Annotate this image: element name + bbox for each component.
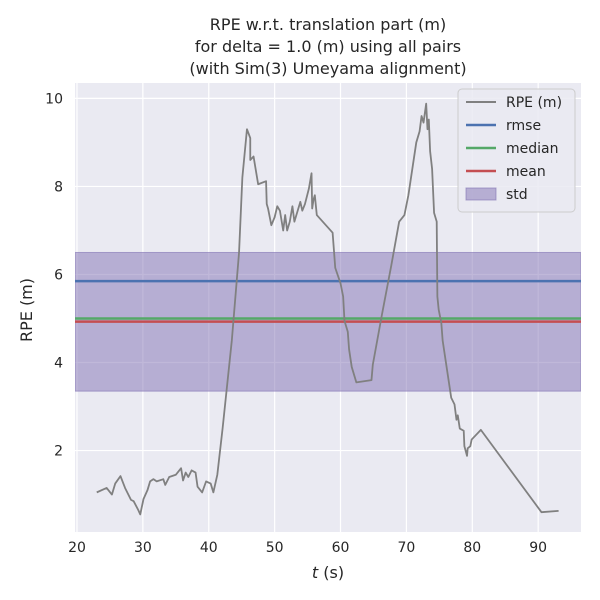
x-tick-label: 70	[397, 540, 415, 556]
legend-label-rmse: rmse	[506, 118, 541, 134]
x-tick-label: 40	[200, 540, 218, 556]
y-tick-label: 2	[54, 444, 63, 460]
title-line-1: RPE w.r.t. translation part (m)	[210, 15, 446, 34]
x-axis-label-unit: (s)	[318, 563, 344, 582]
plot-layer	[75, 102, 581, 516]
legend-label-rpe: RPE (m)	[506, 95, 562, 111]
y-tick-label: 6	[54, 267, 63, 283]
x-tick-label: 60	[332, 540, 350, 556]
x-tick-label: 50	[266, 540, 284, 556]
legend-label-mean: mean	[506, 164, 546, 180]
chart-title: RPE w.r.t. translation part (m) for delt…	[189, 15, 466, 78]
x-tick-label: 30	[134, 540, 152, 556]
y-tick-label: 4	[54, 356, 63, 372]
x-tick-label: 90	[529, 540, 547, 556]
legend-swatch-std_fill	[465, 187, 497, 201]
title-line-3: (with Sim(3) Umeyama alignment)	[189, 59, 466, 78]
x-axis-label: t (s)	[312, 563, 344, 582]
y-tick-label: 8	[54, 179, 63, 195]
x-tick-label: 20	[68, 540, 86, 556]
y-tick-label: 10	[45, 91, 63, 107]
legend: RPE (m) rmse median mean std	[457, 88, 576, 213]
title-line-2: for delta = 1.0 (m) using all pairs	[195, 37, 461, 56]
legend-label-std_fill: std	[506, 187, 528, 203]
legend-label-median: median	[506, 141, 558, 157]
x-axis-label-var: t	[312, 563, 319, 582]
rpe-series-line	[96, 102, 559, 516]
y-axis-label: RPE (m)	[17, 278, 36, 342]
y-tick-labels: 2 4 6 8 10	[45, 91, 63, 459]
x-tick-labels: 20 30 40 50 60 70 80 90	[68, 540, 547, 556]
x-tick-label: 80	[463, 540, 481, 556]
legend-box	[457, 88, 576, 213]
